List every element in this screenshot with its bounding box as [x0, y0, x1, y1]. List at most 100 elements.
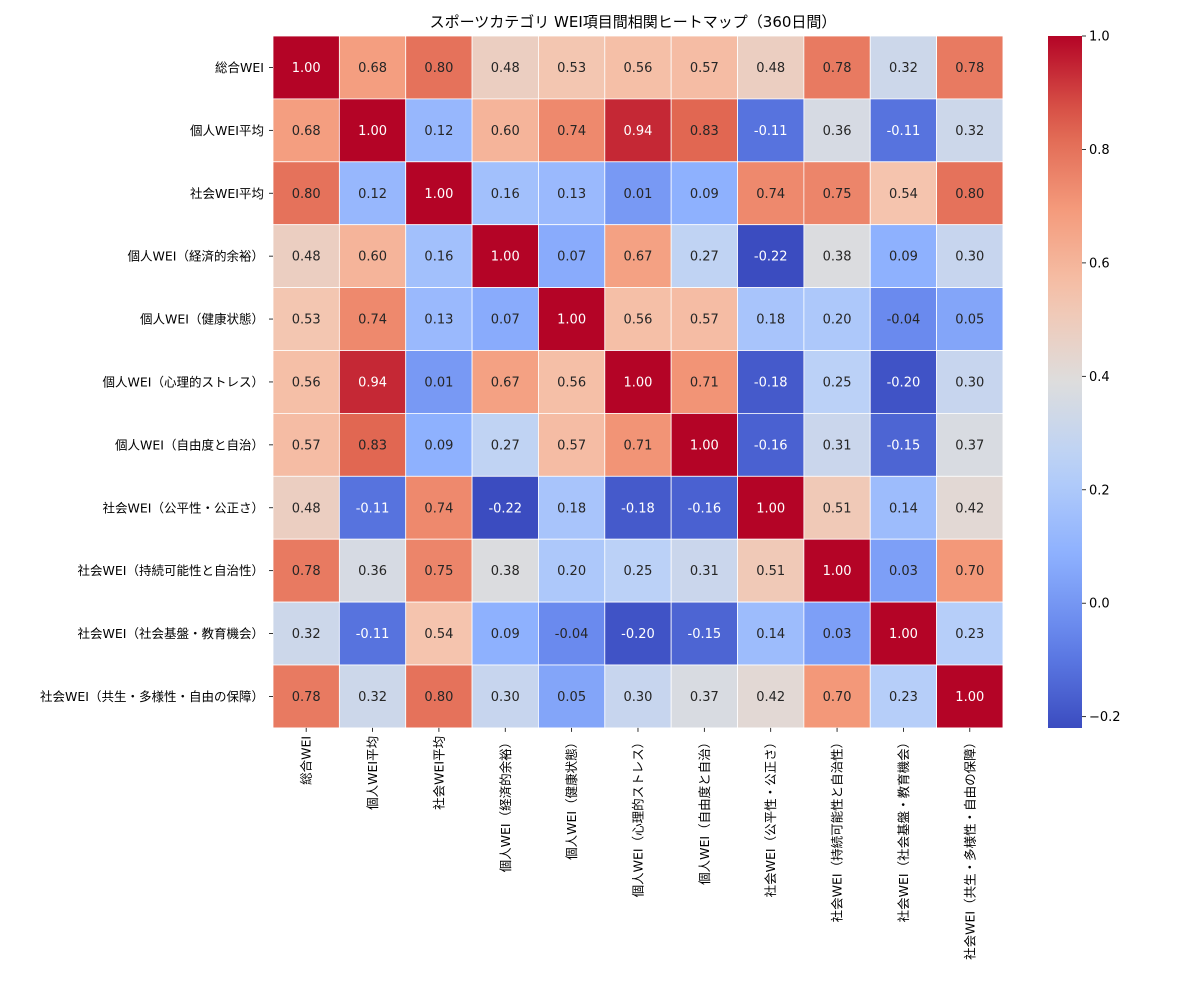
cell-value-label: 0.51 — [823, 501, 852, 516]
cell-value-label: 0.31 — [690, 564, 719, 579]
y-tick-label: 社会WEI（公平性・公正さ） — [103, 500, 264, 515]
heatmap-cell — [670, 161, 738, 226]
heatmap-cell — [936, 601, 1004, 666]
y-tick-label: 総合WEI — [215, 60, 264, 75]
colorbar-tick-label: 0.4 — [1089, 370, 1110, 385]
cell-value-label: 0.18 — [557, 501, 586, 516]
heatmap-cell — [471, 224, 539, 288]
cell-value-label: 0.31 — [823, 438, 852, 453]
cell-value-label: 0.54 — [889, 187, 918, 202]
heatmap-cell — [471, 350, 539, 414]
cell-value-label: 0.09 — [889, 250, 918, 265]
heatmap-cell — [471, 35, 539, 100]
cell-value-label: 0.05 — [557, 690, 586, 705]
heatmap-cell — [604, 35, 672, 100]
cell-value-label: 0.80 — [424, 690, 453, 705]
cell-value-label: 1.00 — [889, 627, 918, 642]
cell-value-label: 0.03 — [889, 564, 918, 579]
cell-value-label: -0.11 — [887, 124, 921, 139]
cell-value-label: 0.30 — [955, 375, 984, 390]
heatmap-cell — [869, 35, 937, 100]
heatmap-cell — [670, 412, 738, 477]
heatmap-cell — [272, 35, 340, 100]
cell-value-label: 0.80 — [424, 61, 453, 76]
cell-value-label: 0.67 — [491, 375, 520, 390]
cell-value-label: 0.09 — [491, 627, 520, 642]
heatmap-cell — [604, 161, 672, 226]
cell-value-label: 0.12 — [358, 187, 387, 202]
cell-value-label: 0.01 — [424, 375, 453, 390]
heatmap-cell — [936, 161, 1004, 226]
cell-value-label: 1.00 — [292, 61, 321, 76]
heatmap-cell — [272, 161, 340, 226]
heatmap-cell — [936, 224, 1004, 288]
cell-value-label: 0.37 — [955, 438, 984, 453]
cell-value-label: 0.30 — [491, 690, 520, 705]
cell-value-label: 1.00 — [955, 690, 984, 705]
cell-value-label: 0.78 — [955, 61, 984, 76]
cell-value-label: 0.09 — [424, 438, 453, 453]
cell-value-label: 0.07 — [557, 250, 586, 265]
colorbar-tick-label: 0.2 — [1089, 483, 1110, 498]
heatmap-cell — [538, 35, 606, 100]
heatmap-cell — [936, 98, 1004, 163]
heatmap-cell — [338, 475, 407, 540]
heatmap-cell — [737, 475, 805, 540]
heatmap-cell — [803, 601, 871, 666]
y-tick-label: 個人WEI平均 — [190, 123, 264, 138]
cell-value-label: 0.48 — [292, 250, 321, 265]
heatmap-cell — [405, 35, 473, 100]
heatmap-cell — [272, 350, 340, 414]
x-tick-label: 社会WEI（共生・多様性・自由の保障） — [962, 736, 977, 960]
heatmap-cell — [471, 601, 539, 666]
heatmap-cell — [604, 224, 672, 288]
cell-value-label: 0.32 — [292, 627, 321, 642]
y-tick-label: 個人WEI（自由度と自治） — [115, 437, 264, 452]
cell-value-label: 0.51 — [756, 564, 785, 579]
heatmap-cell — [936, 350, 1004, 414]
cell-value-label: 0.13 — [424, 313, 453, 328]
heatmap-cell — [272, 601, 340, 666]
heatmap-cell — [405, 664, 473, 729]
heatmap-cell — [737, 538, 805, 603]
heatmap-cell — [538, 601, 606, 666]
heatmap-cell — [936, 35, 1004, 100]
heatmap-cell — [272, 538, 340, 603]
heatmap-cell — [338, 35, 407, 100]
x-tick-label: 個人WEI（経済的余裕） — [498, 736, 513, 872]
cell-value-label: 0.48 — [292, 501, 321, 516]
cell-value-label: 0.05 — [955, 313, 984, 328]
cell-value-label: 0.56 — [624, 61, 653, 76]
x-tick-label: 社会WEI（社会基盤・教育機会） — [896, 736, 911, 922]
heatmap-cell — [338, 98, 407, 163]
heatmap-cell — [803, 412, 871, 477]
cell-value-label: 0.25 — [823, 375, 852, 390]
heatmap-cell — [471, 475, 539, 540]
cell-value-label: 0.68 — [292, 124, 321, 139]
cell-value-label: 0.74 — [424, 501, 453, 516]
x-tick-label: 社会WEI（公平性・公正さ） — [763, 736, 778, 897]
cell-value-label: 0.27 — [491, 438, 520, 453]
cell-value-label: 1.00 — [424, 187, 453, 202]
x-tick-label: 個人WEI（自由度と自治） — [697, 736, 712, 885]
heatmap-cell — [405, 538, 473, 603]
heatmap-cell — [471, 287, 539, 351]
heatmap-cell — [936, 412, 1004, 477]
heatmap-cell — [604, 287, 672, 351]
y-tick-label: 社会WEI（共生・多様性・自由の保障） — [40, 689, 264, 704]
heatmap-cell — [737, 412, 805, 477]
heatmap-cell — [936, 287, 1004, 351]
heatmap-cell — [338, 412, 407, 477]
cell-value-label: 1.00 — [690, 438, 719, 453]
heatmap-cell — [869, 287, 937, 351]
cell-value-label: 0.57 — [292, 438, 321, 453]
heatmap-cell — [737, 35, 805, 100]
cell-value-label: 0.78 — [292, 564, 321, 579]
heatmap-cell — [272, 412, 340, 477]
cell-value-label: 0.78 — [292, 690, 321, 705]
cell-value-label: 1.00 — [823, 564, 852, 579]
y-tick-label: 社会WEI（社会基盤・教育機会） — [78, 626, 264, 641]
cell-value-label: 0.60 — [491, 124, 520, 139]
cell-value-label: 0.74 — [756, 187, 785, 202]
cell-value-label: 0.32 — [358, 690, 387, 705]
